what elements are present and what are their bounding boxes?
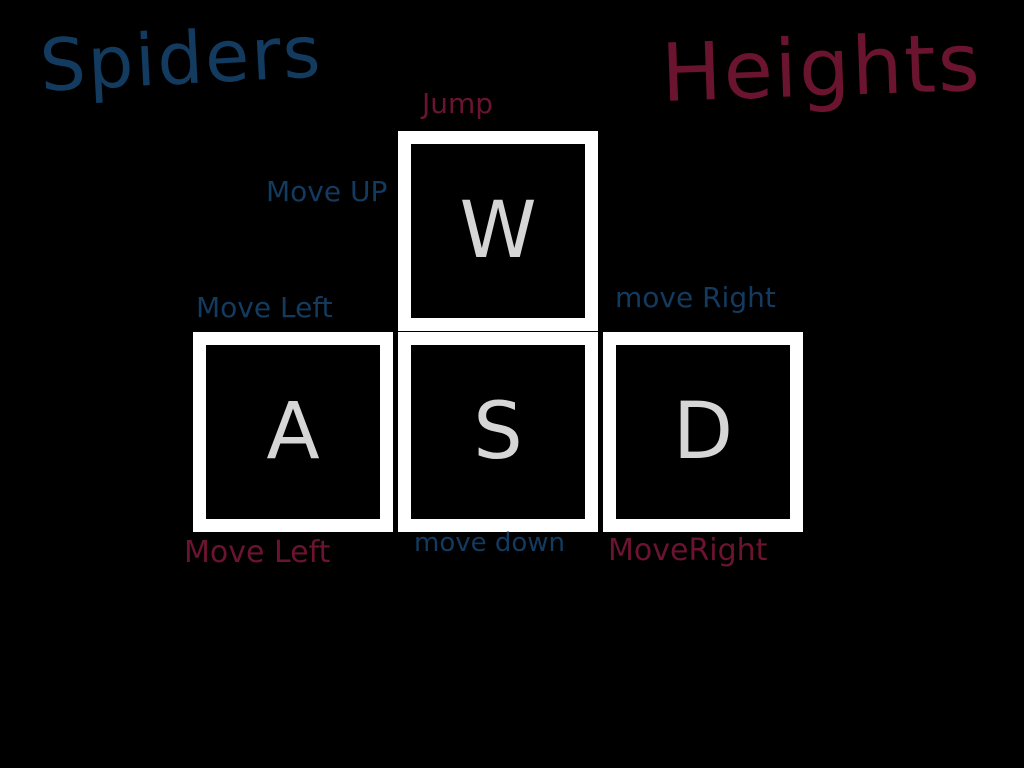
heights-title: Heights xyxy=(659,15,983,120)
key-s[interactable]: S xyxy=(398,332,598,532)
heights-w-jump-label: Jump xyxy=(422,87,494,120)
key-w[interactable]: W xyxy=(398,131,598,331)
key-s-letter: S xyxy=(473,387,523,477)
spiders-s-move-down-label: move down xyxy=(414,528,566,558)
key-a[interactable]: A xyxy=(193,332,393,532)
spiders-title: Spiders xyxy=(37,9,325,108)
spiders-a-move-left-label: Move Left xyxy=(196,291,333,324)
key-a-letter: A xyxy=(266,387,320,477)
heights-a-move-left-label: Move Left xyxy=(184,535,331,570)
key-d[interactable]: D xyxy=(603,332,803,532)
key-d-letter: D xyxy=(672,387,734,477)
key-w-letter: W xyxy=(459,186,537,276)
spiders-d-move-right-label: move Right xyxy=(615,281,776,314)
heights-d-move-right-label: MoveRight xyxy=(608,533,768,568)
spiders-w-move-up-label: Move UP xyxy=(266,175,388,208)
